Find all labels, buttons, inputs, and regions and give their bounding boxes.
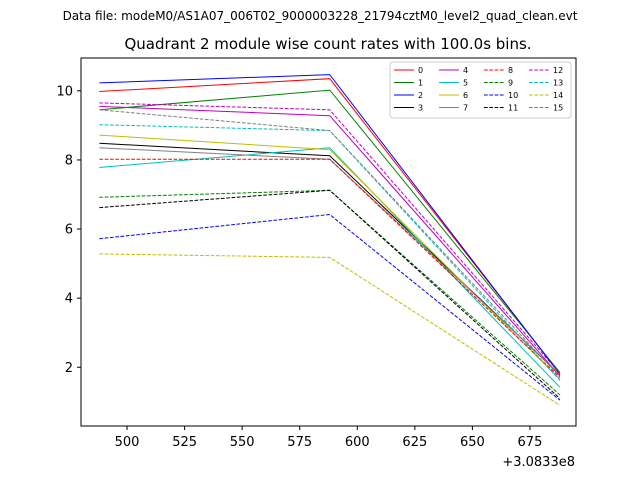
y-axis: 2 4 6 8 10 [56, 84, 81, 376]
y-tick-label: 10 [56, 84, 73, 99]
y-tick-label: 8 [65, 153, 73, 168]
legend-label-7: 7 [463, 104, 468, 113]
y-tick-label: 6 [65, 223, 73, 238]
legend-label-12: 12 [553, 66, 563, 75]
series-line-12 [99, 102, 561, 374]
legend-label-2: 2 [418, 91, 423, 100]
legend-label-13: 13 [553, 79, 563, 88]
legend-label-4: 4 [463, 66, 468, 75]
series-line-8 [99, 158, 561, 378]
series-line-5 [99, 147, 561, 388]
x-tick-label: 575 [287, 435, 312, 450]
x-tick-label: 625 [402, 435, 427, 450]
plot-frame [80, 57, 577, 427]
legend-label-3: 3 [418, 104, 423, 113]
x-axis: 500 525 550 575 600 625 650 675 [115, 426, 543, 450]
legend-label-8: 8 [508, 66, 513, 75]
legend-label-10: 10 [508, 91, 518, 100]
legend-label-5: 5 [463, 79, 468, 88]
x-tick-label: 675 [518, 435, 543, 450]
y-tick-label: 2 [65, 361, 73, 376]
series-layer [99, 74, 561, 406]
chart-title: Quadrant 2 module wise count rates with … [124, 35, 531, 53]
x-tick-label: 500 [115, 435, 140, 450]
legend-label-11: 11 [508, 104, 518, 113]
series-line-1 [99, 89, 561, 373]
x-tick-label: 550 [230, 435, 255, 450]
series-line-4 [99, 105, 561, 377]
legend-label-1: 1 [418, 79, 423, 88]
series-line-15 [99, 109, 561, 378]
figure-suptitle: Data file: modeM0/AS1A07_006T02_90000032… [63, 9, 578, 23]
x-tick-label: 650 [460, 435, 485, 450]
x-tick-label: 525 [172, 435, 197, 450]
legend-label-9: 9 [508, 79, 513, 88]
legend-label-14: 14 [553, 91, 563, 100]
series-line-10 [99, 213, 561, 401]
legend-label-0: 0 [418, 66, 423, 75]
x-offset-label: +3.0833e8 [502, 455, 575, 470]
plot-area [81, 58, 576, 426]
x-tick-label: 600 [345, 435, 370, 450]
legend-label-15: 15 [553, 104, 563, 113]
series-line-2 [99, 74, 561, 375]
series-line-14 [99, 253, 561, 406]
series-line-0 [99, 78, 561, 374]
legend-label-6: 6 [463, 91, 468, 100]
legend-box [389, 61, 572, 119]
series-line-11 [99, 189, 561, 399]
y-tick-label: 4 [65, 292, 73, 307]
